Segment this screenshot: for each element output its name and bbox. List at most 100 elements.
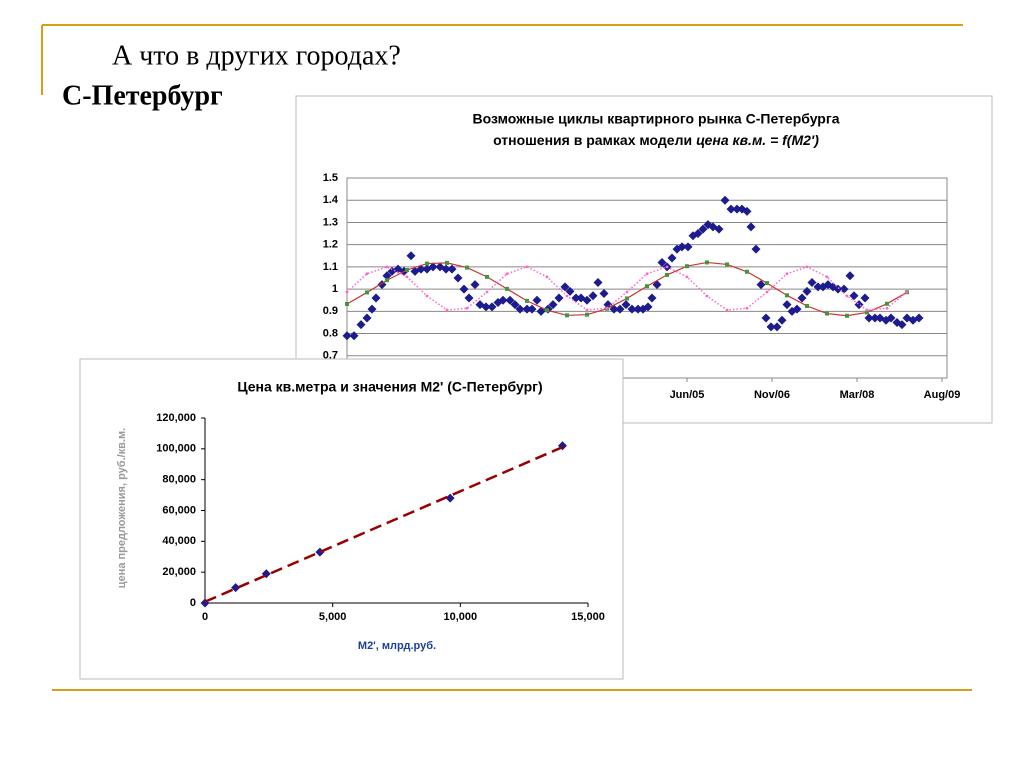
point: [665, 272, 669, 277]
point: [665, 265, 669, 269]
point: [797, 293, 807, 303]
point: [349, 331, 359, 341]
point: [772, 322, 782, 332]
point: [416, 264, 426, 274]
point: [487, 302, 497, 312]
point: [505, 286, 509, 291]
point: [425, 261, 429, 266]
point: [571, 293, 581, 303]
point: [705, 260, 709, 265]
point: [548, 300, 558, 310]
point: [464, 293, 474, 303]
point: [371, 293, 381, 303]
point: [785, 272, 789, 276]
point: [685, 264, 689, 269]
point: [751, 244, 761, 254]
point: [585, 308, 589, 312]
point: [510, 300, 520, 310]
point: [854, 300, 864, 310]
slide-subtitle: С-Петербург: [62, 80, 223, 111]
point: [745, 306, 749, 310]
point: [805, 265, 809, 269]
point: [485, 290, 489, 294]
point: [865, 310, 869, 315]
point: [485, 274, 489, 279]
chart-title: Возможные циклы квартирного рынка С-Пете…: [473, 111, 840, 127]
point: [465, 306, 469, 310]
point: [441, 264, 451, 274]
chart-title: Цена кв.метра и значения М2' (С-Петербур…: [237, 379, 542, 395]
point: [625, 290, 629, 294]
point: [645, 284, 649, 289]
point: [453, 273, 463, 283]
x-tick-label: Aug/09: [924, 389, 961, 401]
point: [615, 304, 625, 314]
point: [805, 304, 809, 308]
point: [565, 313, 569, 318]
point: [362, 313, 372, 323]
point: [839, 284, 849, 294]
point: [605, 306, 609, 310]
point: [725, 308, 729, 312]
point: [498, 295, 508, 305]
point: [405, 275, 409, 279]
point: [885, 301, 889, 306]
point: [745, 269, 749, 274]
point: [621, 300, 631, 310]
x-axis-title: M2', млрд.руб.: [358, 640, 436, 652]
point: [845, 294, 849, 298]
point: [342, 331, 352, 341]
y-tick-label: 1.5: [323, 172, 338, 184]
y-tick-label: 120,000: [156, 412, 196, 424]
slide-title: А что в других городах?: [112, 40, 401, 71]
point: [766, 322, 776, 332]
point: [585, 312, 589, 317]
y-tick-label: 1.3: [323, 216, 338, 228]
point: [445, 260, 449, 265]
point: [515, 304, 525, 314]
point: [647, 293, 657, 303]
chart-title-italic: цена кв.м. = f(M2'): [696, 132, 819, 148]
point: [525, 298, 529, 303]
point: [865, 308, 869, 312]
y-tick-label: 0.9: [323, 305, 338, 317]
point: [627, 304, 637, 314]
point: [849, 291, 859, 301]
point: [657, 257, 667, 267]
y-tick-label: 100,000: [156, 443, 196, 455]
point: [720, 195, 730, 205]
point: [522, 304, 532, 314]
point: [593, 277, 603, 287]
point: [382, 271, 392, 281]
point: [785, 293, 789, 298]
point: [643, 302, 653, 312]
point: [756, 280, 766, 290]
y-tick-label: 20,000: [162, 566, 196, 578]
point: [505, 295, 515, 305]
trendline: [204, 445, 563, 603]
point: [365, 272, 369, 276]
point: [645, 272, 649, 276]
y-tick-label: 60,000: [162, 504, 196, 516]
x-tick-label: Mar/08: [840, 389, 875, 401]
point: [761, 313, 771, 323]
point: [560, 282, 570, 292]
point: [777, 315, 787, 325]
point: [231, 583, 241, 593]
point: [693, 229, 703, 239]
point: [425, 294, 429, 298]
x-tick-label: 10,000: [444, 611, 478, 623]
point: [465, 265, 469, 270]
point: [897, 320, 907, 330]
y-tick-label: 1.4: [323, 194, 339, 206]
point: [792, 304, 802, 314]
point: [545, 308, 549, 313]
point: [505, 272, 509, 276]
point: [481, 302, 491, 312]
point: [905, 290, 909, 294]
point: [545, 275, 549, 279]
point: [588, 291, 598, 301]
point: [725, 262, 729, 267]
point: [405, 268, 409, 272]
